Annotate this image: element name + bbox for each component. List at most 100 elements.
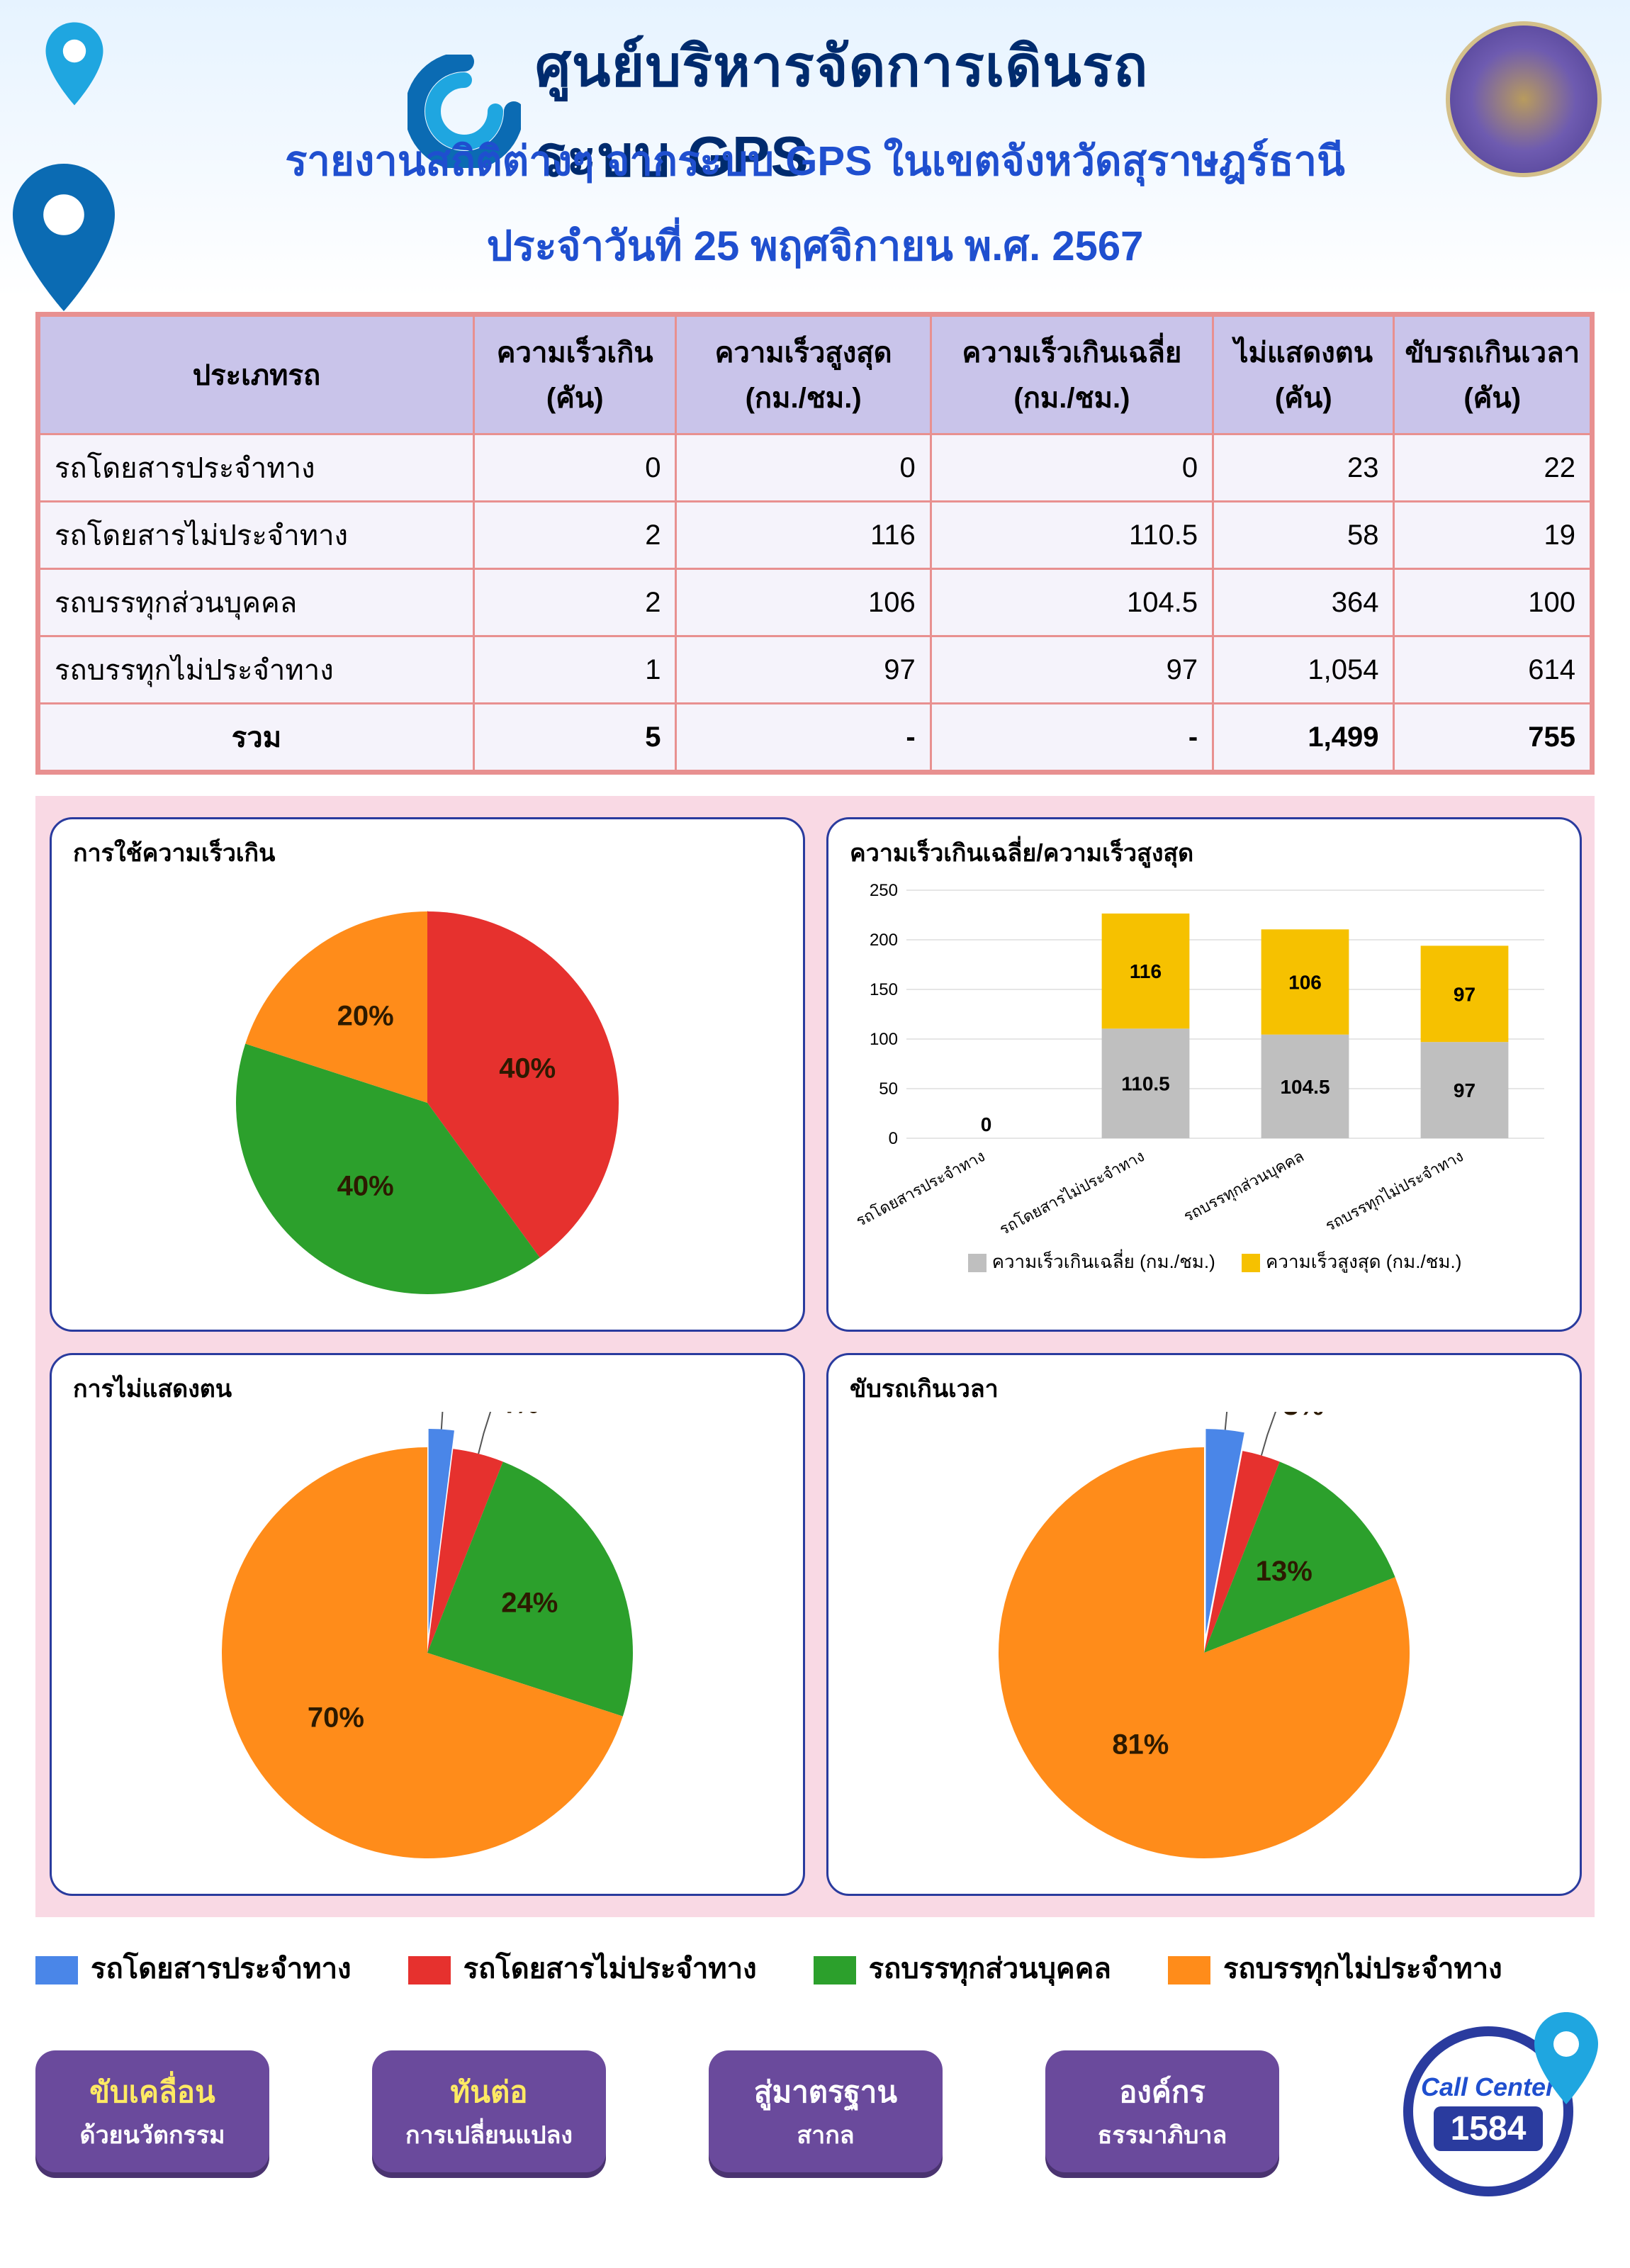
table-cell: 0: [931, 434, 1213, 502]
bar-value: 110.5: [1121, 1073, 1170, 1095]
axis-tick: 150: [870, 980, 898, 999]
legend-swatch: [814, 1956, 856, 1984]
table-cell: รถบรรทุกไม่ประจำทาง: [40, 636, 474, 704]
map-pin-icon: [1531, 2012, 1602, 2104]
footer-pill: องค์กร ธรรมาภิบาล: [1045, 2050, 1279, 2172]
table-cell: 23: [1213, 434, 1394, 502]
pill-line2: ธรรมาภิบาล: [1074, 2116, 1251, 2154]
data-table-wrap: ประเภทรถความเร็วเกิน (คัน)ความเร็วสูงสุด…: [35, 312, 1595, 775]
footer-pill: ทันต่อ การเปลี่ยนแปลง: [372, 2050, 606, 2172]
axis-tick: 0: [889, 1129, 898, 1148]
series-legend: รถโดยสารประจำทาง รถโดยสารไม่ประจำทาง รถบรร…: [35, 1938, 1595, 2005]
panel-title: การไม่แสดงตน: [73, 1369, 782, 1408]
axis-category: รถโดยสารไม่ประจำทาง: [996, 1147, 1147, 1238]
pill-line1: องค์กร: [1074, 2069, 1251, 2116]
axis-category: รถบรรทุกส่วนบุคคล: [1181, 1147, 1307, 1225]
pie-label: 24%: [501, 1588, 558, 1619]
bar-value: 106: [1288, 972, 1322, 994]
table-cell: 755: [1394, 704, 1591, 771]
legend-swatch: [408, 1956, 451, 1984]
table-cell: -: [931, 704, 1213, 771]
legend-item: รถโดยสารไม่ประจำทาง: [408, 1946, 757, 1991]
legend-label: รถโดยสารไม่ประจำทาง: [463, 1953, 757, 1984]
map-pin-icon: [7, 163, 120, 312]
table-header: ไม่แสดงตน (คัน): [1213, 316, 1394, 434]
panel-overtime: ขับรถเกินเวลา 3%3%13%81%: [826, 1353, 1582, 1896]
table-cell: รถโดยสารไม่ประจำทาง: [40, 502, 474, 569]
legend-max: ความเร็วสูงสุด (กม./ชม.): [1266, 1251, 1461, 1272]
map-pin-icon: [43, 21, 106, 106]
table-cell: 97: [931, 636, 1213, 704]
table-cell: รถโดยสารประจำทาง: [40, 434, 474, 502]
footer-pill: สู่มาตรฐาน สากล: [709, 2050, 943, 2172]
axis-tick: 50: [879, 1079, 898, 1099]
table-cell: 58: [1213, 502, 1394, 569]
table-cell: รวม: [40, 704, 474, 771]
table-cell: 110.5: [931, 502, 1213, 569]
legend-label: รถโดยสารประจำทาง: [91, 1953, 352, 1984]
table-row: รถบรรทุกไม่ประจำทาง197971,054614: [40, 636, 1591, 704]
table-total-row: รวม5--1,499755: [40, 704, 1591, 771]
table-cell: รถบรรทุกส่วนบุคคล: [40, 569, 474, 636]
panel-barspeed: ความเร็วเกินเฉลี่ย/ความเร็วสูงสุด 050100…: [826, 817, 1582, 1332]
panel-speeding: การใช้ความเร็วเกิน 0%40%40%20%: [50, 817, 805, 1332]
table-cell: 364: [1213, 569, 1394, 636]
panel-title: การใช้ความเร็วเกิน: [73, 833, 782, 872]
table-cell: -: [676, 704, 931, 771]
pie-label: 4%: [498, 1412, 539, 1419]
table-cell: 0: [676, 434, 931, 502]
legend-avg: ความเร็วเกินเฉลี่ย (กม./ชม.): [992, 1251, 1215, 1272]
panel-title: ขับรถเกินเวลา: [850, 1369, 1558, 1408]
callcenter-number: 1584: [1434, 2106, 1544, 2151]
pill-line1: ขับเคลื่อน: [64, 2069, 241, 2116]
bar-value: 116: [1130, 960, 1162, 982]
seal-icon: [1446, 21, 1602, 177]
legend-label: รถบรรทุกส่วนบุคคล: [869, 1953, 1111, 1984]
table-cell: 100: [1394, 569, 1591, 636]
pie-label: 81%: [1112, 1729, 1169, 1760]
table-row: รถโดยสารประจำทาง0002322: [40, 434, 1591, 502]
table-header: ความเร็วสูงสุด (กม./ชม.): [676, 316, 931, 434]
pie-label: 3%: [1283, 1412, 1324, 1421]
legend-item: รถโดยสารประจำทาง: [35, 1946, 352, 1991]
table-cell: 116: [676, 502, 931, 569]
bar-value: 97: [1454, 1079, 1476, 1101]
table-cell: 0: [473, 434, 676, 502]
footer-pill: ขับเคลื่อน ด้วยนวัตกรรม: [35, 2050, 269, 2172]
legend-item: รถบรรทุกไม่ประจำทาง: [1168, 1946, 1502, 1991]
table-cell: 5: [473, 704, 676, 771]
pill-line1: สู่มาตรฐาน: [737, 2069, 914, 2116]
bar-legend: ความเร็วเกินเฉลี่ย (กม./ชม.) ความเร็วสูง…: [850, 1247, 1558, 1276]
pie-label: 40%: [337, 1171, 394, 1202]
legend-label: รถบรรทุกไม่ประจำทาง: [1223, 1953, 1502, 1984]
table-header: ความเร็วเกิน (คัน): [473, 316, 676, 434]
subtitle: รายงานสถิติต่างๆ จากระบบ GPS ในเขตจังหวั…: [285, 128, 1345, 193]
header: ศูนย์บริหารจัดการเดินรถระบบ GPS รายงานสถ…: [0, 0, 1630, 298]
pie-overtime: 3%3%13%81%: [850, 1412, 1558, 1880]
axis-category: รถบรรทุกไม่ประจำทาง: [1322, 1147, 1466, 1235]
table-cell: 106: [676, 569, 931, 636]
table-cell: 1,499: [1213, 704, 1394, 771]
legend-swatch: [1168, 1956, 1210, 1984]
charts-area: การใช้ความเร็วเกิน 0%40%40%20% ความเร็วเ…: [35, 796, 1595, 1917]
table-cell: 22: [1394, 434, 1591, 502]
pill-line2: การเปลี่ยนแปลง: [400, 2116, 578, 2154]
table-row: รถบรรทุกส่วนบุคคล2106104.5364100: [40, 569, 1591, 636]
table-cell: 1,054: [1213, 636, 1394, 704]
axis-tick: 250: [870, 881, 898, 900]
dateline: ประจำวันที่ 25 พฤศจิกายน พ.ศ. 2567: [487, 213, 1144, 279]
table-header: ขับรถเกินเวลา (คัน): [1394, 316, 1591, 434]
table-cell: 2: [473, 502, 676, 569]
axis-tick: 100: [870, 1030, 898, 1049]
footer: ขับเคลื่อน ด้วยนวัตกรรม ทันต่อ การเปลี่ย…: [35, 2019, 1595, 2204]
pie-speeding: 0%40%40%20%: [73, 876, 782, 1315]
axis-category: รถโดยสารประจำทาง: [853, 1147, 988, 1230]
table-header: ประเภทรถ: [40, 316, 474, 434]
bar-value: 97: [1454, 983, 1476, 1005]
pie-label: 40%: [499, 1053, 556, 1084]
pie-label: 70%: [308, 1702, 364, 1733]
table-cell: 19: [1394, 502, 1591, 569]
table-cell: 614: [1394, 636, 1591, 704]
pie-label: 13%: [1256, 1556, 1313, 1587]
data-table: ประเภทรถความเร็วเกิน (คัน)ความเร็วสูงสุด…: [38, 315, 1592, 772]
